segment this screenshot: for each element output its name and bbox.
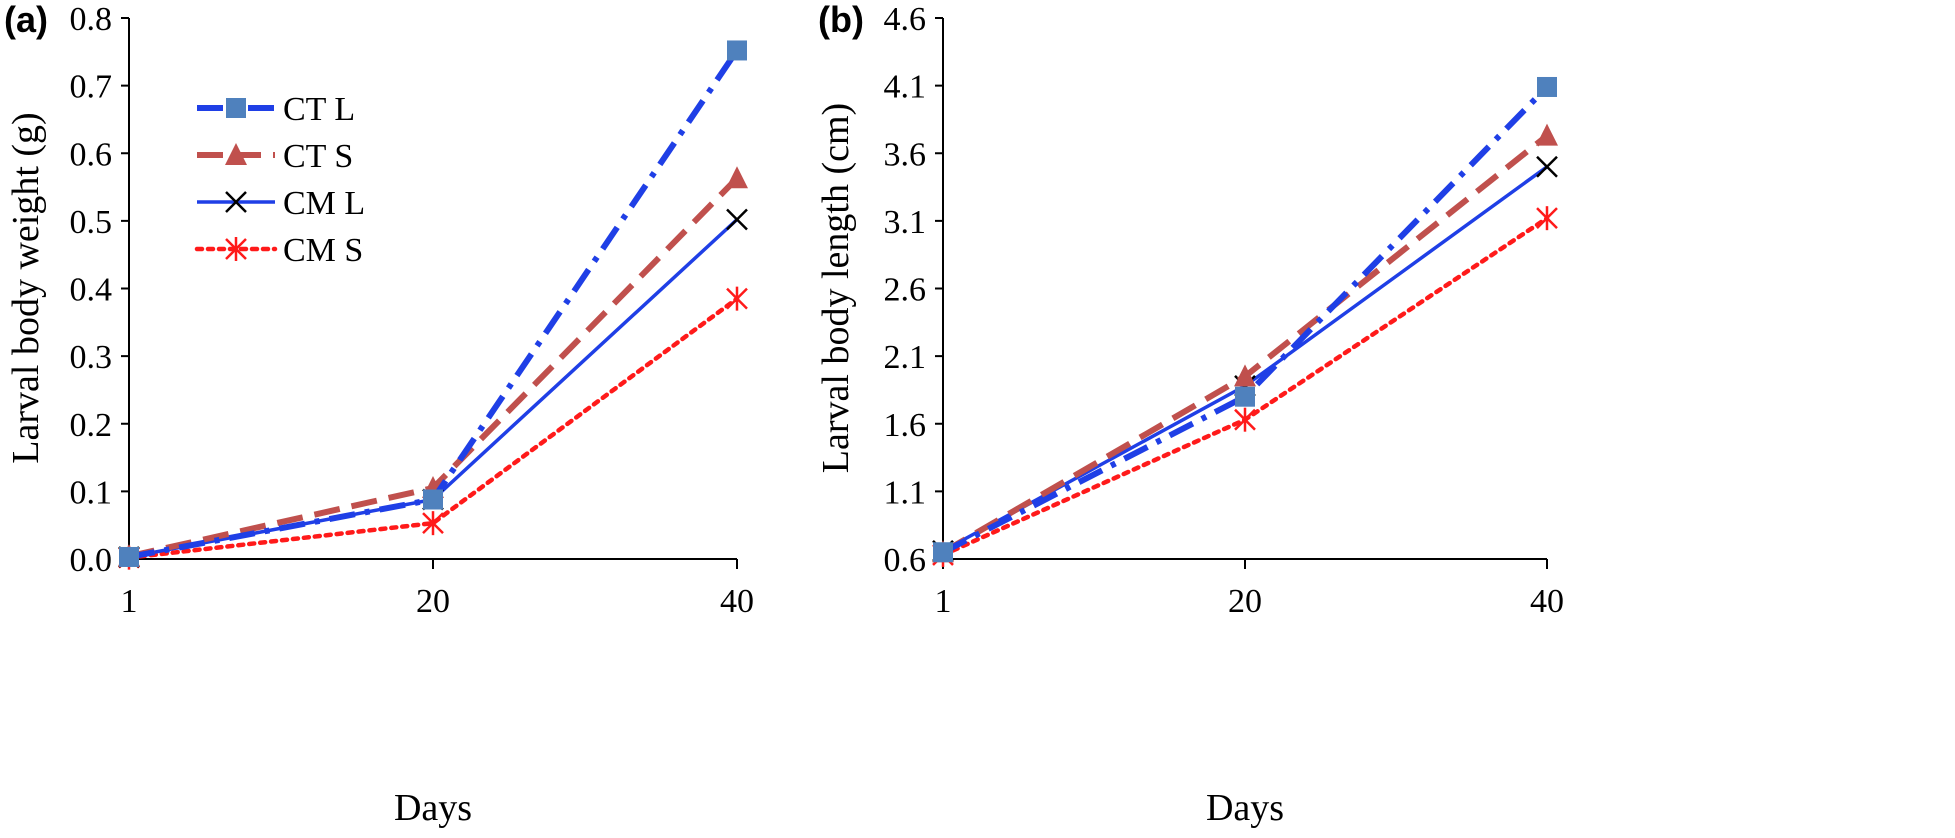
y-tick-label: 4.1 (884, 69, 927, 106)
y-tick-label: 1.6 (884, 407, 927, 444)
data-point-marker (1536, 155, 1558, 178)
series-ct-l (933, 76, 1557, 563)
panel-a-x-axis-title: Days (394, 787, 472, 829)
data-point-marker (1536, 206, 1558, 231)
legend-label: CT S (283, 138, 353, 175)
data-point-marker (1537, 76, 1557, 97)
data-point-marker (1234, 407, 1256, 432)
data-point-marker (1234, 364, 1256, 387)
y-tick-label: 0.3 (70, 339, 113, 376)
panel-b-series (932, 76, 1558, 567)
panel-b-y-ticks: 0.6 1.1 1.6 2.1 2.6 3.1 3.6 4.1 4.6 (884, 1, 943, 579)
panel-a-y-axis-title: Larval body weight (g) (5, 112, 47, 463)
x-tick-label: 40 (1530, 583, 1564, 620)
x-tick-label: 20 (416, 583, 450, 620)
y-tick-label: 0.0 (70, 542, 113, 579)
legend-label: CM L (283, 185, 365, 222)
panel-b-x-axis-title: Days (1206, 787, 1284, 829)
series-line (942, 165, 1549, 553)
series-cm-s (118, 286, 748, 570)
panel-a-chart: (a) 0.0 0.1 0.2 0.3 0.4 0.5 0.6 0.7 0.8 1 20 40 La… (4, 0, 754, 829)
legend-item-cm-s: CM S (194, 232, 363, 269)
legend-marker (226, 98, 246, 118)
series-ct-l (119, 40, 747, 567)
y-tick-label: 0.2 (70, 407, 113, 444)
series-line (941, 84, 1550, 555)
y-tick-label: 1.1 (884, 474, 927, 511)
legend-label: CM S (283, 232, 363, 269)
series-line (941, 133, 1549, 555)
y-tick-label: 0.6 (884, 542, 927, 579)
x-tick-label: 20 (1228, 583, 1262, 620)
data-point-marker (726, 166, 748, 189)
legend-marker (225, 191, 247, 213)
panel-b-x-ticks: 1 20 40 (935, 559, 1564, 620)
y-tick-label: 2.6 (884, 272, 927, 309)
series-ct-s (932, 123, 1558, 563)
x-tick-label: 1 (121, 583, 138, 620)
data-point-marker (423, 489, 443, 510)
legend-item-ct-s: CT S (197, 138, 353, 175)
data-point-marker (726, 208, 748, 231)
data-point-marker (726, 286, 748, 311)
x-tick-label: 1 (935, 583, 952, 620)
panel-b-label: (b) (818, 0, 864, 40)
legend-item-ct-l: CT L (197, 91, 355, 128)
legend-marker (225, 143, 247, 165)
x-tick-label: 40 (720, 583, 754, 620)
y-tick-label: 3.1 (884, 204, 927, 241)
panel-a-label: (a) (4, 0, 48, 40)
y-tick-label: 4.6 (884, 1, 927, 38)
panel-a-y-ticks: 0.0 0.1 0.2 0.3 0.4 0.5 0.6 0.7 0.8 (70, 1, 129, 579)
data-point-marker (119, 546, 139, 567)
legend-item-cm-l: CM L (197, 185, 365, 222)
data-point-marker (1235, 386, 1255, 407)
y-tick-label: 0.7 (70, 69, 113, 106)
y-tick-label: 0.1 (70, 474, 113, 511)
y-tick-label: 0.8 (70, 1, 113, 38)
data-point-marker (727, 40, 747, 61)
y-tick-label: 0.4 (70, 272, 113, 309)
data-point-marker (422, 511, 444, 536)
data-point-marker (933, 542, 953, 563)
panel-b-chart: (b) 0.6 1.1 1.6 2.1 2.6 3.1 3.6 4.1 4.6 1 20 40 La… (815, 0, 1564, 829)
panel-a-series (118, 40, 748, 570)
data-point-marker (1536, 123, 1558, 146)
y-tick-label: 3.6 (884, 136, 927, 173)
panel-b-y-axis-title: Larval body length (cm) (815, 103, 857, 473)
legend-marker (225, 237, 247, 261)
legend-label: CT L (283, 91, 355, 128)
y-tick-label: 2.1 (884, 339, 927, 376)
y-tick-label: 0.6 (70, 136, 113, 173)
y-tick-label: 0.5 (70, 204, 113, 241)
panel-a-x-ticks: 1 20 40 (121, 559, 754, 620)
panel-a-legend: CT L CT S CM L CM S (194, 91, 365, 269)
